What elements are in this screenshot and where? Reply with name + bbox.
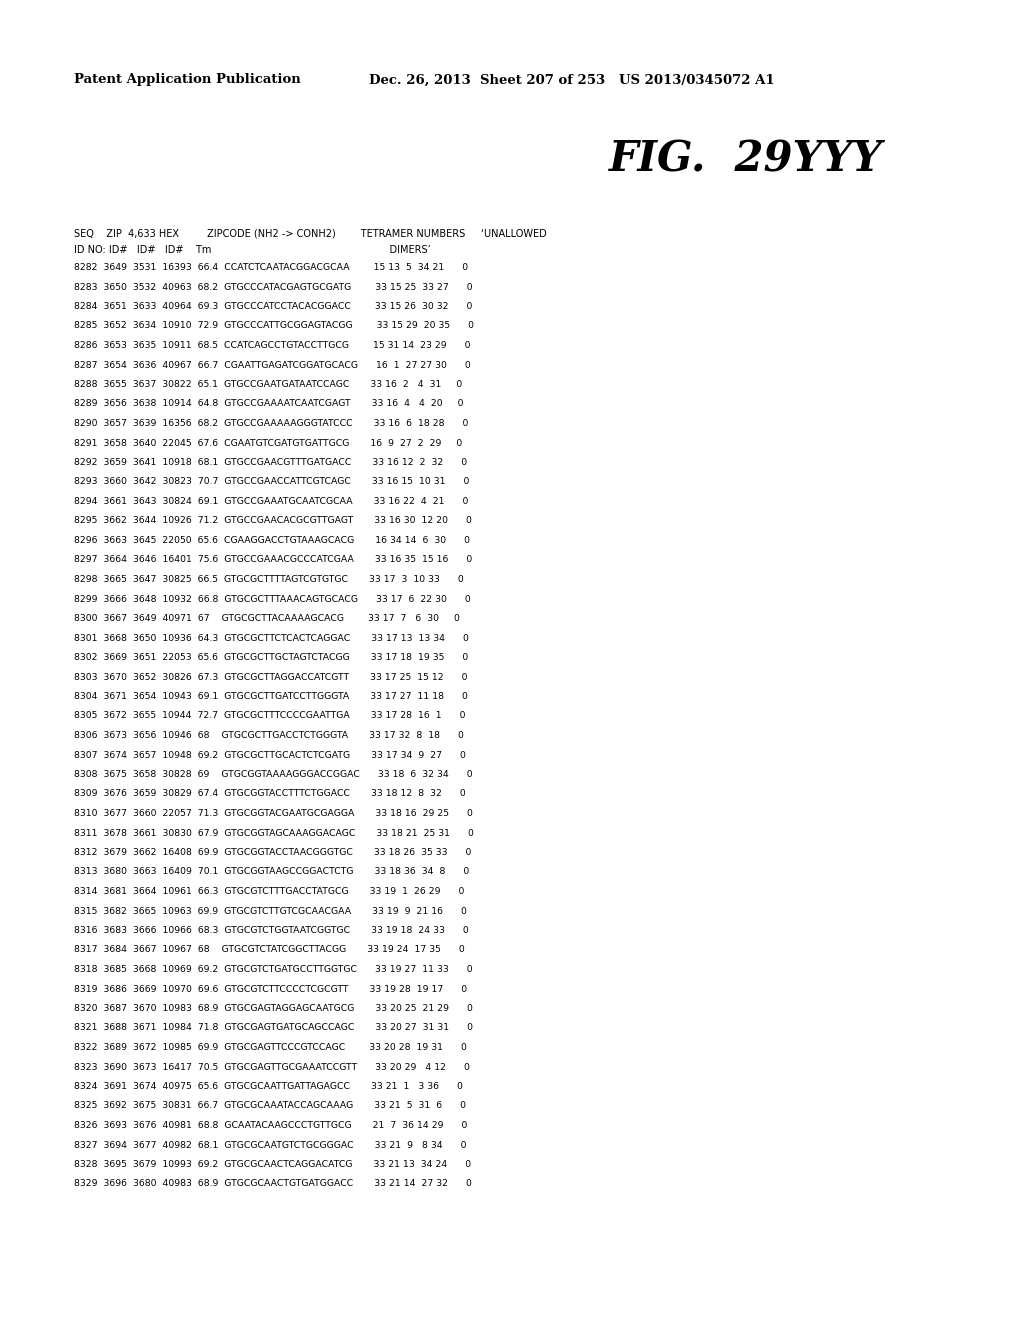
Text: 8299  3666  3648  10932  66.8  GTGCGCTTTAAACAGTGCACG      33 17  6  22 30      0: 8299 3666 3648 10932 66.8 GTGCGCTTTAAACA… xyxy=(74,594,470,603)
Text: 8291  3658  3640  22045  67.6  CGAATGTCGATGTGATTGCG       16  9  27  2  29     0: 8291 3658 3640 22045 67.6 CGAATGTCGATGTG… xyxy=(74,438,462,447)
Text: 8327  3694  3677  40982  68.1  GTGCGCAATGTCTGCGGGAC       33 21  9   8 34      0: 8327 3694 3677 40982 68.1 GTGCGCAATGTCTG… xyxy=(74,1140,466,1150)
Text: 8301  3668  3650  10936  64.3  GTGCGCTTCTCACTCAGGAC       33 17 13  13 34      0: 8301 3668 3650 10936 64.3 GTGCGCTTCTCACT… xyxy=(74,634,469,643)
Text: 8296  3663  3645  22050  65.6  CGAAGGACCTGTAAAGCACG       16 34 14  6  30      0: 8296 3663 3645 22050 65.6 CGAAGGACCTGTAA… xyxy=(74,536,470,545)
Text: 8289  3656  3638  10914  64.8  GTGCCGAAAATCAATCGAGT       33 16  4   4  20     0: 8289 3656 3638 10914 64.8 GTGCCGAAAATCAA… xyxy=(74,400,463,408)
Text: 8312  3679  3662  16408  69.9  GTGCGGTACCTAACGGGTGC       33 18 26  35 33      0: 8312 3679 3662 16408 69.9 GTGCGGTACCTAAC… xyxy=(74,847,471,857)
Text: 8317  3684  3667  10967  68    GTGCGTCTATCGGCTTACGG       33 19 24  17 35      0: 8317 3684 3667 10967 68 GTGCGTCTATCGGCTT… xyxy=(74,945,465,954)
Text: 8326  3693  3676  40981  68.8  GCAATACAAGCCCTGTTGCG       21  7  36 14 29      0: 8326 3693 3676 40981 68.8 GCAATACAAGCCCT… xyxy=(74,1121,467,1130)
Text: 8311  3678  3661  30830  67.9  GTGCGGTAGCAAAGGACAGC       33 18 21  25 31      0: 8311 3678 3661 30830 67.9 GTGCGGTAGCAAAG… xyxy=(74,829,474,837)
Text: 8319  3686  3669  10970  69.6  GTGCGTCTTCCCCTCGCGTT       33 19 28  19 17      0: 8319 3686 3669 10970 69.6 GTGCGTCTTCCCCT… xyxy=(74,985,467,994)
Text: 8306  3673  3656  10946  68    GTGCGCTTGACCTCTGGGTA       33 17 32  8  18      0: 8306 3673 3656 10946 68 GTGCGCTTGACCTCTG… xyxy=(74,731,464,741)
Text: 8310  3677  3660  22057  71.3  GTGCGGTACGAATGCGAGGA       33 18 16  29 25      0: 8310 3677 3660 22057 71.3 GTGCGGTACGAATG… xyxy=(74,809,473,818)
Text: 8303  3670  3652  30826  67.3  GTGCGCTTAGGACCATCGTT       33 17 25  15 12      0: 8303 3670 3652 30826 67.3 GTGCGCTTAGGACC… xyxy=(74,672,467,681)
Text: Dec. 26, 2013  Sheet 207 of 253   US 2013/0345072 A1: Dec. 26, 2013 Sheet 207 of 253 US 2013/0… xyxy=(369,74,774,87)
Text: 8308  3675  3658  30828  69    GTGCGGTAAAAGGGACCGGAC      33 18  6  32 34      0: 8308 3675 3658 30828 69 GTGCGGTAAAAGGGAC… xyxy=(74,770,472,779)
Text: 8324  3691  3674  40975  65.6  GTGCGCAATTGATTAGAGCC       33 21  1   3 36      0: 8324 3691 3674 40975 65.6 GTGCGCAATTGATT… xyxy=(74,1082,463,1092)
Text: 8302  3669  3651  22053  65.6  GTGCGCTTGCTAGTCTACGG       33 17 18  19 35      0: 8302 3669 3651 22053 65.6 GTGCGCTTGCTAGT… xyxy=(74,653,468,663)
Text: 8318  3685  3668  10969  69.2  GTGCGTCTGATGCCTTGGTGC      33 19 27  11 33      0: 8318 3685 3668 10969 69.2 GTGCGTCTGATGCC… xyxy=(74,965,472,974)
Text: ID NO: ID#   ID#   ID#    Tm                                                    : ID NO: ID# ID# ID# Tm xyxy=(74,246,430,255)
Text: 8292  3659  3641  10918  68.1  GTGCCGAACGTTTGATGACC       33 16 12  2  32      0: 8292 3659 3641 10918 68.1 GTGCCGAACGTTTG… xyxy=(74,458,467,467)
Text: 8304  3671  3654  10943  69.1  GTGCGCTTGATCCTTGGGTA       33 17 27  11 18      0: 8304 3671 3654 10943 69.1 GTGCGCTTGATCCT… xyxy=(74,692,468,701)
Text: 8322  3689  3672  10985  69.9  GTGCGAGTTCCCGTCCAGC        33 20 28  19 31      0: 8322 3689 3672 10985 69.9 GTGCGAGTTCCCGT… xyxy=(74,1043,467,1052)
Text: 8315  3682  3665  10963  69.9  GTGCGTCTTGTCGCAACGAA       33 19  9  21 16      0: 8315 3682 3665 10963 69.9 GTGCGTCTTGTCGC… xyxy=(74,907,467,916)
Text: 8290  3657  3639  16356  68.2  GTGCCGAAAAAGGGTATCCC       33 16  6  18 28      0: 8290 3657 3639 16356 68.2 GTGCCGAAAAAGGG… xyxy=(74,418,468,428)
Text: 8329  3696  3680  40983  68.9  GTGCGCAACTGTGATGGACC       33 21 14  27 32      0: 8329 3696 3680 40983 68.9 GTGCGCAACTGTGA… xyxy=(74,1180,472,1188)
Text: 8307  3674  3657  10948  69.2  GTGCGCTTGCACTCTCGATG       33 17 34  9  27      0: 8307 3674 3657 10948 69.2 GTGCGCTTGCACTC… xyxy=(74,751,466,759)
Text: 8328  3695  3679  10993  69.2  GTGCGCAACTCAGGACATCG       33 21 13  34 24      0: 8328 3695 3679 10993 69.2 GTGCGCAACTCAGG… xyxy=(74,1160,471,1170)
Text: 8288  3655  3637  30822  65.1  GTGCCGAATGATAATCCAGC       33 16  2   4  31     0: 8288 3655 3637 30822 65.1 GTGCCGAATGATAA… xyxy=(74,380,462,389)
Text: 8309  3676  3659  30829  67.4  GTGCGGTACCTTTCTGGACC       33 18 12  8  32      0: 8309 3676 3659 30829 67.4 GTGCGGTACCTTTC… xyxy=(74,789,466,799)
Text: 8298  3665  3647  30825  66.5  GTGCGCTTTTAGTCGTGTGC       33 17  3  10 33      0: 8298 3665 3647 30825 66.5 GTGCGCTTTTAGTC… xyxy=(74,576,464,583)
Text: 8293  3660  3642  30823  70.7  GTGCCGAACCATTCGTCAGC       33 16 15  10 31      0: 8293 3660 3642 30823 70.7 GTGCCGAACCATTC… xyxy=(74,478,469,487)
Text: 8295  3662  3644  10926  71.2  GTGCCGAACACGCGTTGAGT       33 16 30  12 20      0: 8295 3662 3644 10926 71.2 GTGCCGAACACGCG… xyxy=(74,516,472,525)
Text: 8297  3664  3646  16401  75.6  GTGCCGAAACGCCCATCGAA       33 16 35  15 16      0: 8297 3664 3646 16401 75.6 GTGCCGAAACGCCC… xyxy=(74,556,472,565)
Text: 8286  3653  3635  10911  68.5  CCATCAGCCTGTACCTTGCG        15 31 14  23 29      : 8286 3653 3635 10911 68.5 CCATCAGCCTGTAC… xyxy=(74,341,470,350)
Text: 8314  3681  3664  10961  66.3  GTGCGTCTTTGACCTATGCG       33 19  1  26 29      0: 8314 3681 3664 10961 66.3 GTGCGTCTTTGACC… xyxy=(74,887,464,896)
Text: 8294  3661  3643  30824  69.1  GTGCCGAAATGCAATCGCAA       33 16 22  4  21      0: 8294 3661 3643 30824 69.1 GTGCCGAAATGCAA… xyxy=(74,498,468,506)
Text: Patent Application Publication: Patent Application Publication xyxy=(74,74,300,87)
Text: 8313  3680  3663  16409  70.1  GTGCGGTAAGCCGGACTCTG       33 18 36  34  8      0: 8313 3680 3663 16409 70.1 GTGCGGTAAGCCGG… xyxy=(74,867,469,876)
Text: 8325  3692  3675  30831  66.7  GTGCGCAAATACCAGCAAAG       33 21  5  31  6      0: 8325 3692 3675 30831 66.7 GTGCGCAAATACCA… xyxy=(74,1101,466,1110)
Text: 8320  3687  3670  10983  68.9  GTGCGAGTAGGAGCAATGCG       33 20 25  21 29      0: 8320 3687 3670 10983 68.9 GTGCGAGTAGGAGC… xyxy=(74,1005,473,1012)
Text: 8316  3683  3666  10966  68.3  GTGCGTCTGGTAATCGGTGC       33 19 18  24 33      0: 8316 3683 3666 10966 68.3 GTGCGTCTGGTAAT… xyxy=(74,927,468,935)
Text: FIG.  29YYY: FIG. 29YYY xyxy=(609,139,883,181)
Text: 8305  3672  3655  10944  72.7  GTGCGCTTTCCCCGAATTGA       33 17 28  16  1      0: 8305 3672 3655 10944 72.7 GTGCGCTTTCCCCG… xyxy=(74,711,465,721)
Text: 8283  3650  3532  40963  68.2  GTGCCCATACGAGTGCGATG        33 15 25  33 27      : 8283 3650 3532 40963 68.2 GTGCCCATACGAGT… xyxy=(74,282,472,292)
Text: 8287  3654  3636  40967  66.7  CGAATTGAGATCGGATGCACG      16  1  27 27 30      0: 8287 3654 3636 40967 66.7 CGAATTGAGATCGG… xyxy=(74,360,470,370)
Text: 8284  3651  3633  40964  69.3  GTGCCCATCCTACACGGACC        33 15 26  30 32      : 8284 3651 3633 40964 69.3 GTGCCCATCCTACA… xyxy=(74,302,472,312)
Text: 8282  3649  3531  16393  66.4  CCATCTCAATACGGACGCAA        15 13  5  34 21      : 8282 3649 3531 16393 66.4 CCATCTCAATACGG… xyxy=(74,263,468,272)
Text: 8321  3688  3671  10984  71.8  GTGCGAGTGATGCAGCCAGC       33 20 27  31 31      0: 8321 3688 3671 10984 71.8 GTGCGAGTGATGCA… xyxy=(74,1023,473,1032)
Text: 8323  3690  3673  16417  70.5  GTGCGAGTTGCGAAATCCGTT      33 20 29   4 12      0: 8323 3690 3673 16417 70.5 GTGCGAGTTGCGAA… xyxy=(74,1063,470,1072)
Text: 8300  3667  3649  40971  67    GTGCGCTTACAAAAGCACG        33 17  7   6  30     0: 8300 3667 3649 40971 67 GTGCGCTTACAAAAGC… xyxy=(74,614,460,623)
Text: SEQ    ZIP  4,633 HEX         ZIPCODE (NH2 -> CONH2)        TETRAMER NUMBERS    : SEQ ZIP 4,633 HEX ZIPCODE (NH2 -> CONH2)… xyxy=(74,228,547,238)
Text: 8285  3652  3634  10910  72.9  GTGCCCATTGCGGAGTACGG        33 15 29  20 35      : 8285 3652 3634 10910 72.9 GTGCCCATTGCGGA… xyxy=(74,322,474,330)
